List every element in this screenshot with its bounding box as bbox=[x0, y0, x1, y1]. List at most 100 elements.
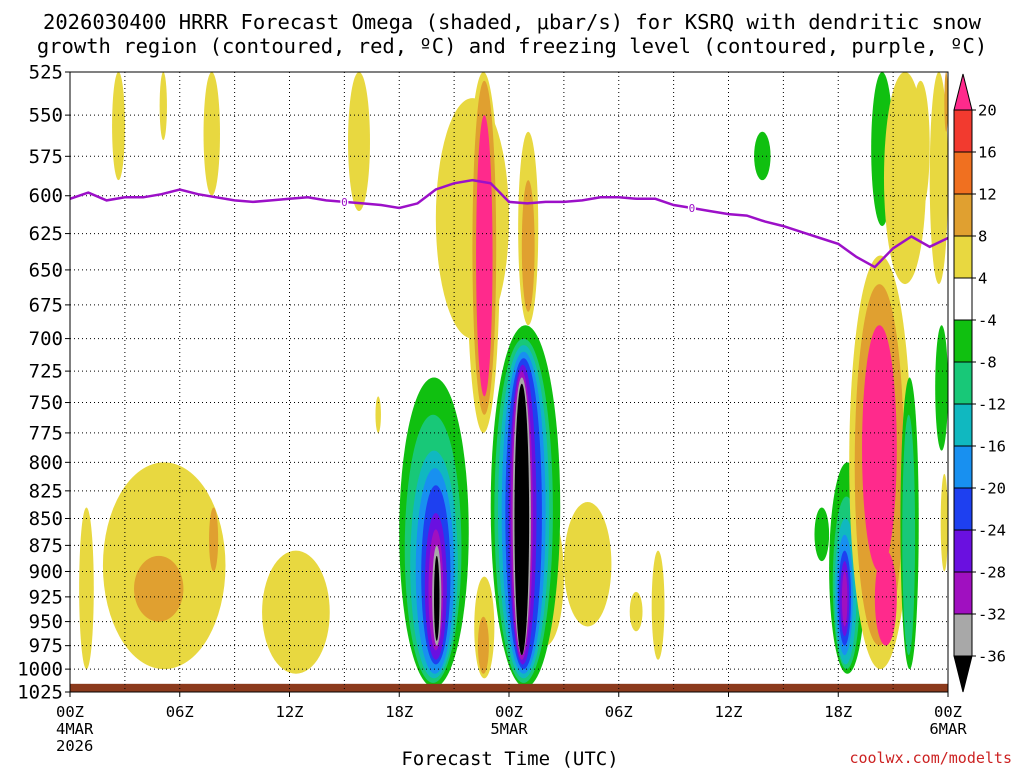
credit-text: coolwx.com/modelts bbox=[849, 749, 1012, 767]
title-line-1: 2026030400 HRRR Forecast Omega (shaded, … bbox=[43, 10, 982, 34]
omega-feature bbox=[940, 473, 948, 572]
x-tick-label: 00Z bbox=[495, 703, 523, 721]
y-tick-label: 525 bbox=[29, 62, 63, 84]
colorbar-label: -8 bbox=[978, 354, 997, 372]
x-tick-label: 06Z bbox=[166, 703, 194, 721]
colorbar-swatch bbox=[953, 445, 973, 489]
colorbar-swatch bbox=[953, 571, 973, 615]
x-tick-label: 18Z bbox=[824, 703, 852, 721]
y-tick-label: 750 bbox=[29, 392, 63, 414]
x-tick-date: 4MAR bbox=[56, 720, 94, 738]
omega-feature bbox=[841, 571, 848, 627]
y-tick-label: 975 bbox=[29, 635, 63, 657]
y-tick-label: 725 bbox=[29, 361, 63, 383]
colorbar-swatch bbox=[953, 109, 973, 153]
omega-feature bbox=[629, 591, 643, 632]
colorbar-swatch bbox=[953, 613, 973, 657]
colorbar-label: -4 bbox=[978, 312, 997, 330]
colorbar-swatch bbox=[953, 655, 973, 693]
colorbar-swatch bbox=[953, 319, 973, 363]
omega-feature bbox=[159, 72, 167, 141]
x-tick-label: 18Z bbox=[385, 703, 413, 721]
colorbar-label: -24 bbox=[978, 522, 1006, 540]
x-tick-date: 5MAR bbox=[490, 720, 528, 738]
omega-feature bbox=[203, 72, 220, 196]
omega-feature bbox=[935, 325, 948, 451]
y-tick-label: 575 bbox=[29, 146, 63, 168]
colorbar-label: 4 bbox=[978, 270, 987, 288]
x-tick-label: 12Z bbox=[715, 703, 743, 721]
y-tick-label: 925 bbox=[29, 586, 63, 608]
y-tick-label: 850 bbox=[29, 508, 63, 530]
x-tick-year: 2026 bbox=[56, 737, 93, 755]
omega-feature bbox=[79, 507, 94, 670]
omega-feature bbox=[563, 502, 612, 627]
omega-shading bbox=[79, 72, 948, 688]
y-tick-label: 650 bbox=[29, 259, 63, 281]
x-tick-label: 00Z bbox=[56, 703, 84, 721]
omega-feature bbox=[262, 550, 330, 674]
freezing-level-label: 0 bbox=[341, 196, 348, 209]
colorbar-swatch bbox=[953, 277, 973, 321]
x-tick-date: 6MAR bbox=[929, 720, 967, 738]
colorbar-swatch bbox=[953, 361, 973, 405]
omega-feature bbox=[862, 325, 897, 572]
freezing-level-label-bg bbox=[340, 195, 349, 208]
colorbar-swatch bbox=[953, 193, 973, 237]
omega-feature bbox=[134, 555, 184, 622]
omega-feature bbox=[874, 550, 897, 646]
title-line-2: growth region (contoured, red, ºC) and f… bbox=[37, 34, 987, 58]
colorbar-label: 12 bbox=[978, 186, 997, 204]
colorbar-swatch bbox=[953, 73, 973, 111]
omega-feature bbox=[348, 72, 370, 212]
y-tick-label: 875 bbox=[29, 535, 63, 557]
chart-title: 2026030400 HRRR Forecast Omega (shaded, … bbox=[37, 10, 987, 58]
omega-feature bbox=[375, 396, 381, 433]
omega-feature bbox=[209, 507, 219, 572]
y-tick-label: 675 bbox=[29, 294, 63, 316]
colorbar-label: -20 bbox=[978, 480, 1006, 498]
y-tick-label: 800 bbox=[29, 452, 63, 474]
grid-lines bbox=[70, 71, 948, 693]
y-tick-label: 1025 bbox=[17, 682, 63, 704]
x-tick-label: 12Z bbox=[276, 703, 304, 721]
omega-feature bbox=[434, 555, 440, 641]
y-tick-label: 900 bbox=[29, 561, 63, 583]
colorbar-label: 20 bbox=[978, 102, 997, 120]
colorbar-label: -28 bbox=[978, 564, 1006, 582]
colorbar-swatch bbox=[953, 487, 973, 531]
colorbar-label: 16 bbox=[978, 144, 997, 162]
x-tick-label: 00Z bbox=[934, 703, 962, 721]
y-tick-label: 550 bbox=[29, 105, 63, 127]
freezing-level-label: 0 bbox=[689, 202, 696, 215]
omega-feature bbox=[521, 180, 535, 312]
omega-feature bbox=[911, 80, 930, 212]
colorbar: 20 16 12 8 4 -4 -8 -12 -16 -20 -24 -28 -32 -36 bbox=[953, 73, 1006, 693]
freezing-level-line bbox=[69, 178, 949, 269]
y-tick-label: 825 bbox=[29, 480, 63, 502]
omega-feature bbox=[514, 383, 530, 656]
colorbar-swatch bbox=[953, 403, 973, 447]
omega-feature bbox=[929, 72, 948, 285]
colorbar-swatch bbox=[953, 151, 973, 195]
y-tick-label: 625 bbox=[29, 223, 63, 245]
y-tick-label: 950 bbox=[29, 611, 63, 633]
colorbar-label: 8 bbox=[978, 228, 987, 246]
y-tick-label: 775 bbox=[29, 422, 63, 444]
colorbar-label: -16 bbox=[978, 438, 1006, 456]
colorbar-swatch bbox=[953, 529, 973, 573]
omega-feature bbox=[651, 550, 665, 660]
colorbar-label: -32 bbox=[978, 606, 1006, 624]
omega-feature bbox=[902, 414, 916, 656]
freezing-level-label-bg bbox=[687, 202, 696, 215]
y-tick-label: 1000 bbox=[17, 659, 63, 681]
y-tick-label: 600 bbox=[29, 185, 63, 207]
colorbar-label: -36 bbox=[978, 648, 1006, 666]
ground-surface bbox=[70, 683, 948, 692]
x-tick-label: 06Z bbox=[605, 703, 633, 721]
omega-feature bbox=[476, 115, 493, 397]
omega-feature bbox=[477, 616, 489, 674]
